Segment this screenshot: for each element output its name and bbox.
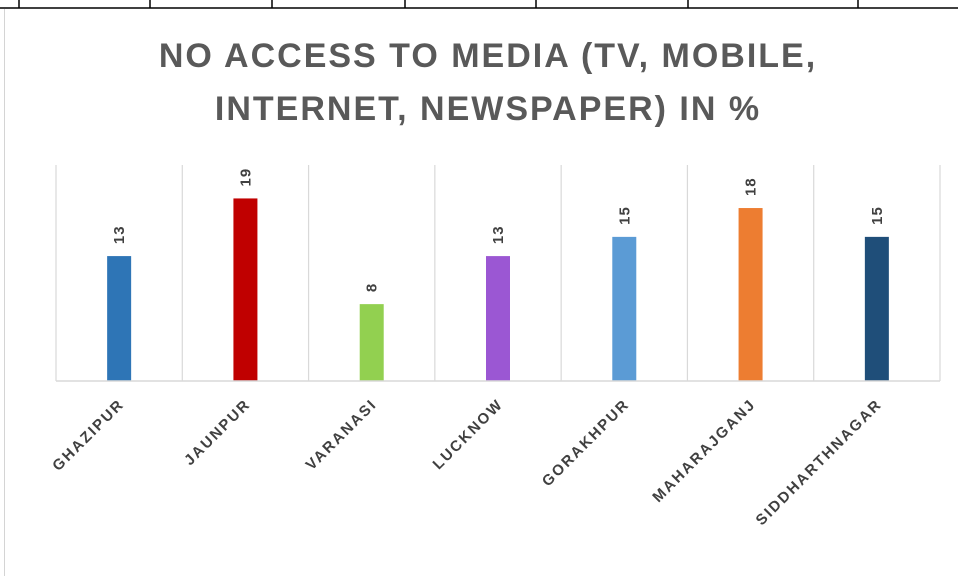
chart-title: NO ACCESS TO MEDIA (TV, MOBILE, INTERNET,…: [159, 37, 817, 128]
bar-jaunpur: [233, 198, 258, 381]
category-label-gorakhpur: GORAKHPUR: [539, 396, 633, 490]
category-label-maharajganj: MAHARAJGANJ: [649, 396, 759, 506]
data-label-ghazipur: 13: [111, 225, 128, 244]
data-label-lucknow: 13: [490, 225, 507, 244]
data-label-maharajganj: 18: [743, 177, 760, 196]
data-label-gorakhpur: 15: [616, 206, 633, 225]
bar-gorakhpur: [612, 236, 637, 381]
bar-lucknow: [486, 256, 510, 381]
category-axis-labels: GHAZIPUR JAUNPUR VARANASI LUCKNOW GORAKHPUR M…: [49, 396, 885, 529]
data-label-siddharthnagar: 15: [869, 206, 886, 225]
data-label-jaunpur: 19: [237, 168, 254, 187]
data-labels: 13 19 8 13 15 18 15: [111, 168, 886, 292]
category-label-varanasi: VARANASI: [303, 396, 381, 474]
category-label-siddharthnagar: SIDDHARTHNAGAR: [753, 396, 886, 529]
category-label-jaunpur: JAUNPUR: [181, 396, 254, 469]
chart-title-line-2: INTERNET, NEWSPAPER) IN %: [215, 90, 761, 128]
category-gridlines: [55, 165, 941, 381]
chart-frame-left-border: [4, 9, 5, 576]
bars: [107, 198, 889, 381]
bar-ghazipur: [107, 256, 132, 381]
bar-maharajganj: [738, 208, 763, 381]
chart-title-line-1: NO ACCESS TO MEDIA (TV, MOBILE,: [159, 37, 817, 75]
data-label-varanasi: 8: [364, 283, 381, 292]
bar-varanasi: [359, 304, 384, 381]
category-label-ghazipur: GHAZIPUR: [49, 396, 128, 475]
table-top-border: [0, 0, 958, 9]
bar-siddharthnagar: [864, 236, 889, 381]
category-label-lucknow: LUCKNOW: [430, 396, 507, 473]
